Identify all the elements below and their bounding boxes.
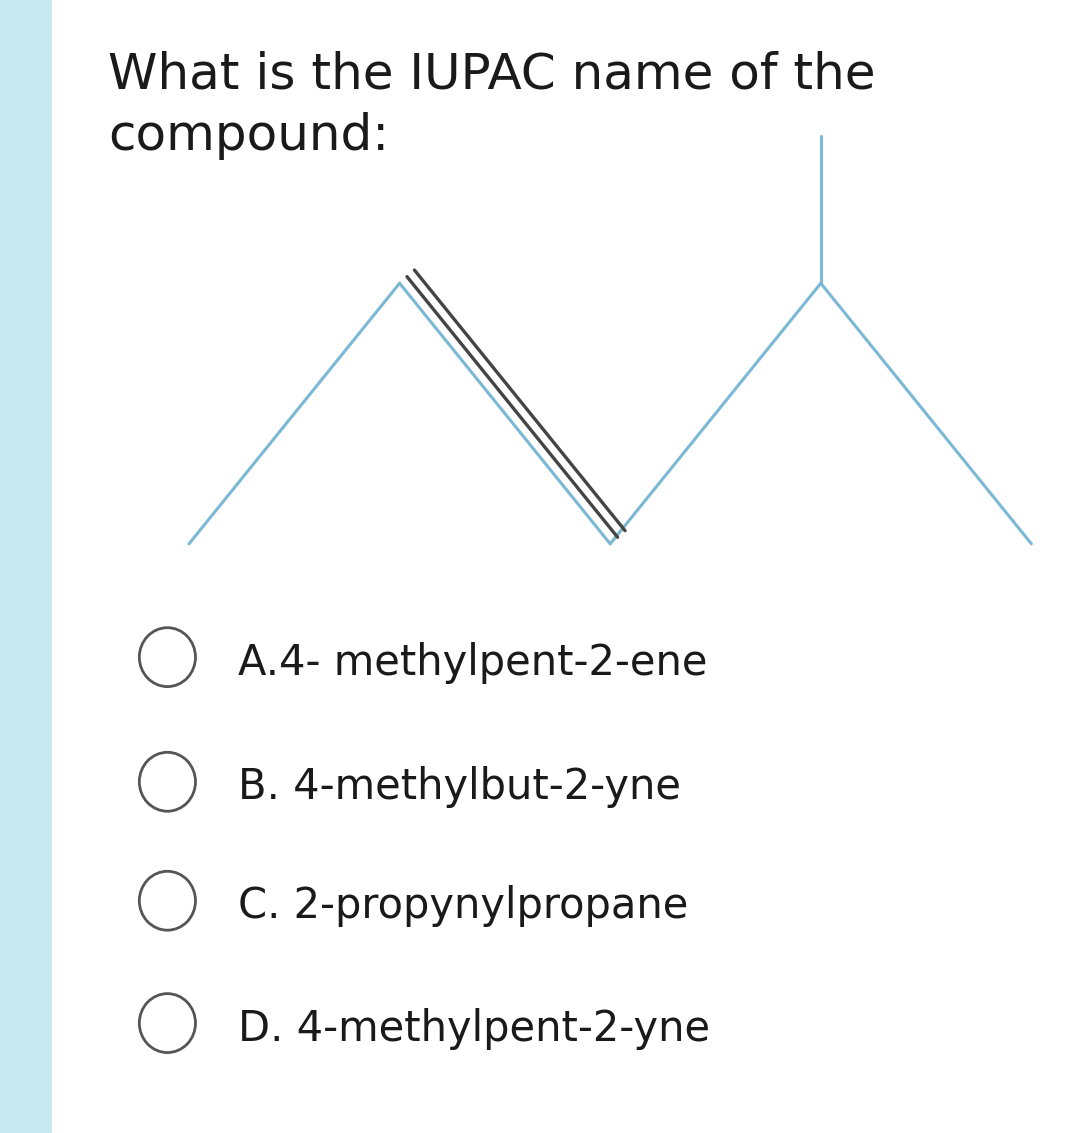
Text: A.4- methylpent-2-ene: A.4- methylpent-2-ene (238, 641, 707, 684)
Text: D. 4-methylpent-2-yne: D. 4-methylpent-2-yne (238, 1007, 710, 1050)
Text: What is the IUPAC name of the
compound:: What is the IUPAC name of the compound: (108, 51, 876, 160)
Text: B. 4-methylbut-2-yne: B. 4-methylbut-2-yne (238, 766, 680, 809)
FancyBboxPatch shape (0, 0, 52, 1133)
Text: C. 2-propynylpropane: C. 2-propynylpropane (238, 885, 688, 928)
